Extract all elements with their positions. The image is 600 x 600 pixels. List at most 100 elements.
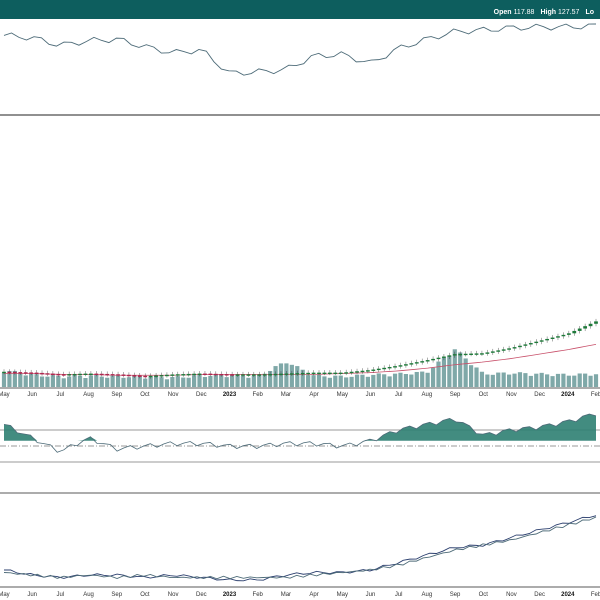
candle-body <box>132 375 137 377</box>
candle-body <box>496 350 501 352</box>
volume-bar <box>528 375 533 387</box>
volume-bar <box>577 373 582 387</box>
candle-body <box>376 368 381 371</box>
volume-bar <box>175 376 180 387</box>
volume-bar <box>268 370 273 387</box>
volume-bar <box>88 375 93 387</box>
candle-body <box>7 371 12 374</box>
candle-body <box>12 371 17 374</box>
volume-bar <box>561 373 566 387</box>
candle-body <box>45 373 50 375</box>
x-tick-label: Jul <box>57 392 65 398</box>
candle-body <box>116 374 120 376</box>
volume-bar <box>447 355 452 387</box>
x-tick-label: Jun <box>366 392 376 398</box>
volume-bar <box>153 375 159 387</box>
volume-bar <box>12 370 17 387</box>
volume-bar <box>474 367 479 387</box>
candle-body <box>262 374 267 376</box>
candle-body <box>246 374 251 376</box>
x-tick-label: Nov <box>168 392 179 398</box>
candle-body <box>534 341 539 344</box>
volume-bar <box>251 375 256 387</box>
volume-bar <box>550 376 555 387</box>
candle-body <box>501 349 506 351</box>
volume-bar <box>479 371 485 387</box>
x-tick-label: Feb <box>591 592 600 598</box>
volume-bar <box>463 358 468 387</box>
candle-body <box>192 373 196 376</box>
volume-bar <box>105 377 110 387</box>
volume-bar <box>572 375 577 387</box>
volume-bar <box>143 378 148 387</box>
candle-body <box>556 336 560 338</box>
volume-bar <box>18 373 23 387</box>
candle-body <box>186 373 191 376</box>
candle-body <box>577 328 582 331</box>
x-tick-label: Dec <box>196 392 207 398</box>
ohlc-readout: Open 117.88 High 127.57 Lo <box>494 9 596 16</box>
volume-bar <box>219 374 224 387</box>
volume-bar <box>566 375 571 387</box>
volume-bar <box>202 377 208 387</box>
volume-bar <box>148 376 153 387</box>
x-tick-label: May <box>0 592 10 598</box>
candle-body <box>170 374 175 376</box>
panel-frames <box>0 114 600 588</box>
candle-body <box>235 374 240 376</box>
volume-bar <box>392 373 398 387</box>
candle-body <box>29 372 34 374</box>
volume-bar <box>409 374 414 387</box>
x-tick-label: Sep <box>450 392 461 398</box>
bottom-comparison-panel <box>3 515 597 582</box>
volume-bar <box>45 376 50 387</box>
x-tick-label: Apr <box>309 592 318 598</box>
volume-bar <box>555 373 561 387</box>
open-value: 117.88 <box>513 9 535 16</box>
candle-body <box>338 372 343 375</box>
volume-bar <box>545 374 550 387</box>
candle-body <box>371 369 376 371</box>
x-tick-label: Feb <box>591 392 600 398</box>
candle-body <box>230 374 234 376</box>
candle-body <box>333 372 338 375</box>
candle-body <box>349 371 354 374</box>
volume-bar <box>170 376 175 387</box>
x-tick-label: Oct <box>479 392 489 398</box>
candle-body <box>452 354 457 356</box>
volume-bar <box>34 374 39 387</box>
candle-body <box>355 371 359 373</box>
candle-body <box>67 374 72 376</box>
high-label: High <box>540 9 557 16</box>
candle-body <box>241 374 245 376</box>
candle-body <box>404 364 408 366</box>
volume-bar <box>501 372 506 387</box>
volume-bar <box>115 375 121 387</box>
candle-body <box>414 362 419 364</box>
candle-body <box>224 374 229 376</box>
x-tick-label: Mar <box>281 592 291 598</box>
candle-body <box>588 323 593 327</box>
candle-body <box>165 374 169 377</box>
candle-body <box>284 373 289 375</box>
candle-body <box>181 374 186 376</box>
volume-bar <box>159 377 164 387</box>
volume-bar <box>224 377 229 387</box>
volume-bar <box>29 373 34 387</box>
candle-body <box>268 374 273 376</box>
volume-bar <box>273 366 278 387</box>
candle-body <box>34 372 39 375</box>
x-tick-label: Dec <box>534 392 545 398</box>
x-tick-label: Aug <box>83 392 94 398</box>
volume-bar <box>208 375 213 387</box>
volume-bar <box>61 378 66 387</box>
candle-body <box>463 353 468 356</box>
candle-body <box>566 333 571 335</box>
candle-body <box>23 372 28 374</box>
top-indicator-panel <box>3 23 597 76</box>
candle-body <box>154 375 158 377</box>
candle-body <box>480 353 484 355</box>
x-tick-label: Aug <box>422 592 433 598</box>
volume-bar <box>441 357 447 387</box>
